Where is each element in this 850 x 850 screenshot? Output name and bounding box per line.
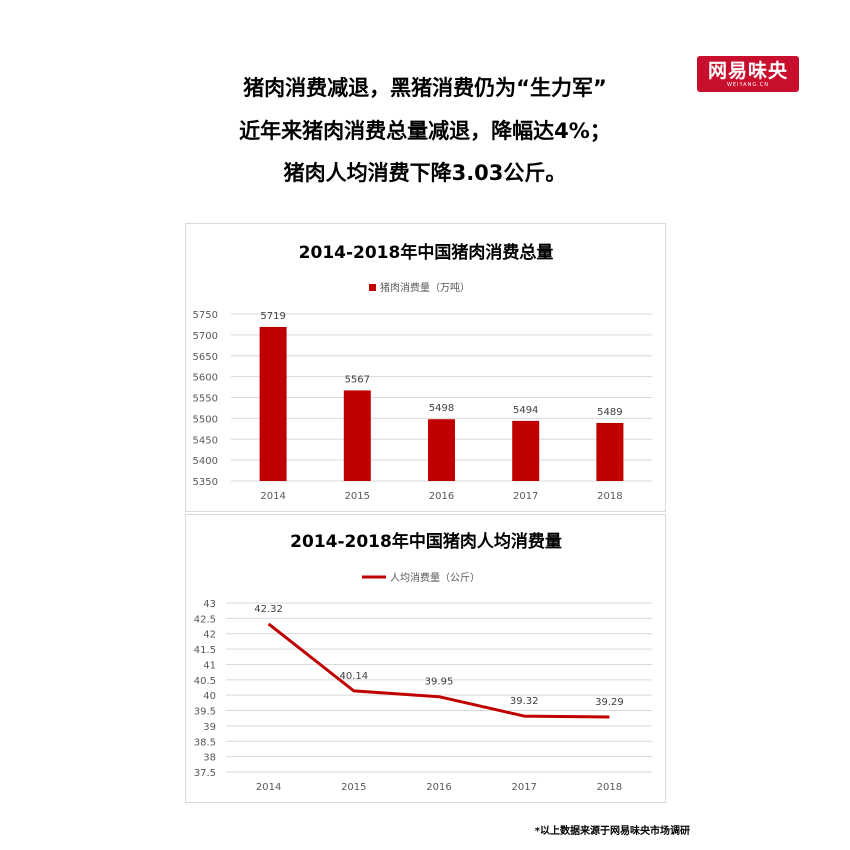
bar (596, 422, 624, 481)
source-footnote: *以上数据来源于网易味央市场调研 (534, 826, 690, 837)
bar (428, 419, 455, 481)
headline-line-1: 猪肉消费减退，黑猪消费仍为“生力军” (243, 76, 607, 100)
x-tick-label: 2015 (345, 491, 370, 502)
bar-chart-total-consumption: 2014-2018年中国猪肉消费总量 猪肉消费量（万吨） 5350 5400 545… (193, 242, 652, 502)
y-tick-label: 38 (203, 753, 216, 764)
chart-title: 2014-2018年中国猪肉消费总量 (299, 242, 554, 263)
y-tick-label: 37.5 (194, 768, 216, 779)
data-label: 40.14 (339, 671, 368, 682)
y-tick-label: 5700 (193, 331, 218, 342)
x-tick-label: 2018 (597, 782, 622, 793)
y-tick-label: 42.5 (194, 614, 216, 625)
y-tick-label: 5350 (193, 477, 218, 488)
y-tick-label: 5400 (193, 456, 218, 467)
x-tick-label: 2017 (511, 782, 536, 793)
y-tick-label: 5500 (193, 414, 218, 425)
x-tick-label: 2015 (341, 782, 366, 793)
line-chart-per-capita-consumption: 2014-2018年中国猪肉人均消费量 人均消费量（公斤） 37.5 38 38.5… (194, 531, 652, 793)
logo-name: 网易味央 (707, 60, 788, 82)
y-tick-label: 43 (203, 599, 216, 610)
y-tick-label: 40 (203, 691, 216, 702)
data-label: 42.32 (254, 604, 283, 615)
y-tick-label: 42 (203, 630, 216, 641)
y-tick-label: 5750 (193, 310, 218, 321)
y-tick-label: 39.5 (194, 707, 216, 718)
chart-panel-per-capita-consumption: 2014-2018年中国猪肉人均消费量 人均消费量（公斤） 37.5 38 38.5… (185, 514, 666, 803)
legend-swatch (369, 284, 376, 291)
x-tick-label: 2018 (597, 491, 622, 502)
y-tick-label: 41 (203, 660, 216, 671)
y-tick-label: 38.5 (194, 737, 216, 748)
x-tick-label: 2014 (256, 782, 281, 793)
data-label: 5498 (429, 403, 454, 414)
data-label: 5719 (260, 311, 285, 322)
data-label: 39.32 (510, 696, 539, 707)
x-tick-label: 2014 (260, 491, 285, 502)
headline-line-2: 近年来猪肉消费总量减退，降幅达4%； (239, 119, 611, 143)
headline-line-3: 猪肉人均消费下降3.03公斤。 (283, 161, 567, 185)
series-line-per-capita (267, 622, 610, 719)
bar (259, 326, 287, 481)
chart-title: 2014-2018年中国猪肉人均消费量 (290, 531, 562, 552)
y-tick-label: 5450 (193, 435, 218, 446)
chart-panel-total-consumption: 2014-2018年中国猪肉消费总量 猪肉消费量（万吨） 5350 5400 545… (185, 223, 666, 512)
y-tick-label: 39 (203, 722, 216, 733)
weiyang-logo: 网易味央 WEIYANG.CN (697, 56, 799, 92)
y-tick-label: 5600 (193, 373, 218, 384)
bar (343, 390, 371, 481)
data-label: 5489 (597, 407, 622, 418)
y-tick-label: 5550 (193, 394, 218, 405)
y-tick-label: 40.5 (194, 676, 216, 687)
data-label: 39.95 (425, 677, 454, 688)
y-tick-label: 41.5 (194, 645, 216, 656)
x-tick-label: 2017 (513, 491, 538, 502)
legend-label: 人均消费量（公斤） (390, 571, 480, 584)
y-tick-label: 5650 (193, 352, 218, 363)
data-label: 39.29 (595, 697, 624, 708)
bar (512, 420, 540, 481)
data-label: 5567 (345, 374, 370, 385)
logo-subtext: WEIYANG.CN (726, 82, 770, 88)
data-label: 5494 (513, 405, 538, 416)
x-tick-label: 2016 (426, 782, 451, 793)
legend-label: 猪肉消费量（万吨） (380, 281, 470, 294)
x-tick-label: 2016 (429, 491, 454, 502)
